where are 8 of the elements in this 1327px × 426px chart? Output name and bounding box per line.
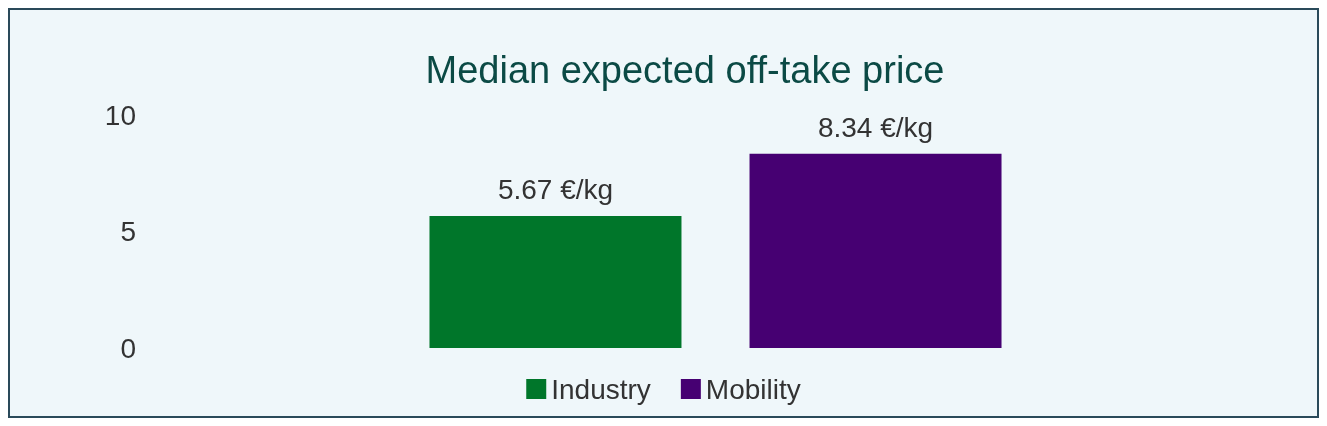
data-label: 8.34 €/kg <box>817 112 934 144</box>
y-tick-label: 10 <box>104 99 136 131</box>
legend-label: Mobility <box>705 373 801 405</box>
legend-label: Industry <box>551 373 651 405</box>
data-label: 5.67 €/kg <box>497 174 614 206</box>
chart-title: Median expected off-take price <box>425 49 945 91</box>
y-tick-label: 5 <box>120 216 136 247</box>
y-tick-label: 0 <box>120 332 136 364</box>
